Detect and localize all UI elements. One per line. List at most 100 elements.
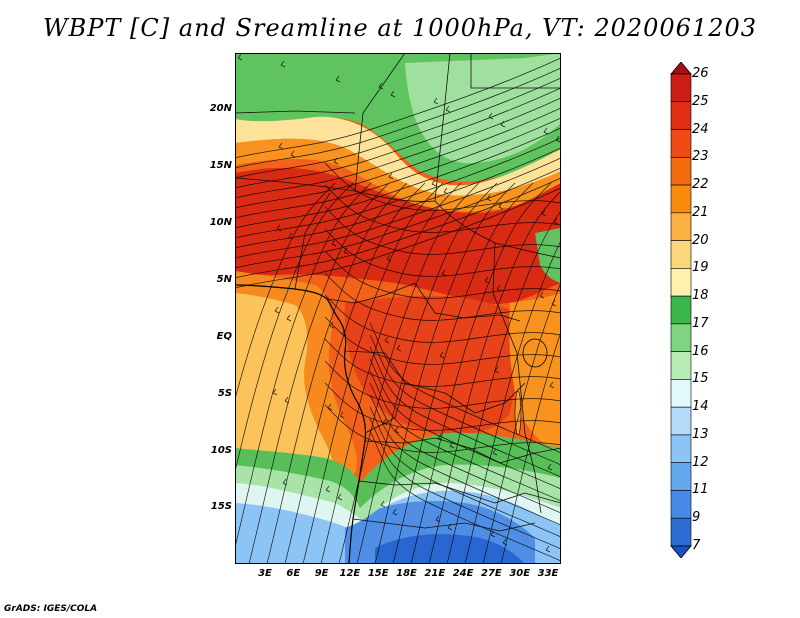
streamline: [369, 406, 561, 538]
streamline-arrow: [502, 538, 508, 546]
colorbar-label: 12: [692, 454, 709, 470]
streamline-arrow: [341, 329, 347, 337]
streamline-arrow: [382, 418, 388, 426]
lat-label: EQ: [216, 331, 232, 342]
lake-tanganyika: [514, 390, 522, 436]
colorbar-label: 18: [692, 288, 709, 304]
streamline-arrow: [274, 306, 280, 314]
streamline-arrow: [394, 426, 400, 434]
streamline-arrow: [386, 254, 392, 262]
streamline: [235, 67, 561, 169]
streamline-arrow: [490, 530, 496, 538]
streamline: [324, 228, 561, 277]
lat-label: 5N: [216, 274, 232, 285]
map-panel: [235, 53, 561, 564]
lon-label: 3E: [258, 568, 272, 579]
streamline: [324, 272, 561, 321]
colorbar-swatch: [670, 434, 692, 464]
streamline: [266, 182, 408, 564]
streamline: [369, 358, 561, 490]
streamline-arrow: [390, 90, 396, 98]
streamline: [235, 187, 561, 289]
streamline-arrow: [329, 321, 335, 329]
streamline-arrow: [435, 515, 441, 523]
colorbar-label: 26: [692, 66, 709, 81]
streamlines: [235, 53, 561, 564]
streamline: [428, 190, 561, 564]
streamline: [235, 177, 561, 279]
field-north-pale: [235, 116, 561, 196]
lat-label: 15N: [209, 160, 232, 171]
streamline: [235, 127, 561, 229]
streamline-arrow: [449, 441, 455, 449]
streamline-arrow: [437, 433, 443, 441]
streamline-arrow: [280, 60, 286, 68]
streamline-arrow: [549, 381, 555, 389]
streamline-arrow: [441, 269, 447, 277]
streamline-arrow: [543, 127, 549, 135]
streamline: [369, 430, 561, 562]
lon-label: 21E: [424, 568, 446, 579]
lon-label: 24E: [452, 568, 474, 579]
colorbar-swatch: [670, 379, 692, 408]
lon-label: 33E: [537, 568, 559, 579]
lat-label: 5S: [217, 388, 232, 399]
streamline: [284, 182, 426, 564]
field-congo-hot: [344, 295, 535, 435]
streamline: [374, 182, 516, 564]
colorbar-swatch: [670, 156, 692, 186]
colorbar-label: 22: [692, 177, 709, 193]
streamline-arrow: [288, 232, 294, 240]
streamline-arrow: [433, 97, 439, 105]
streamline-arrow: [553, 217, 559, 225]
streamline: [392, 182, 534, 564]
streamline: [324, 404, 561, 453]
streamline: [235, 157, 561, 259]
lat-label: 10S: [210, 445, 232, 456]
lon-label: 6E: [286, 568, 301, 579]
colorbar-label: 17: [692, 315, 709, 331]
streamline: [446, 210, 561, 564]
colorbar-label: 11: [692, 482, 709, 498]
colorbar-swatch: [670, 268, 692, 297]
streamline-arrow: [272, 388, 278, 396]
streamline: [482, 281, 561, 564]
streamline-arrow: [439, 351, 445, 359]
streamline: [324, 184, 561, 233]
streamline: [356, 182, 498, 564]
colorbar-label: 24: [692, 121, 709, 137]
colorbar-swatch: [670, 517, 692, 547]
streamline-arrow: [337, 493, 343, 501]
streamline-arrow: [333, 157, 339, 165]
streamline-arrow: [494, 366, 500, 374]
streamline: [248, 182, 390, 564]
streamline: [235, 182, 336, 401]
streamline: [369, 382, 561, 514]
colorbar-label: 16: [692, 343, 709, 359]
streamline: [500, 330, 561, 564]
streamline-arrow: [431, 179, 437, 187]
colorbar-label: 21: [692, 204, 709, 220]
colorbar-swatch: [670, 406, 692, 436]
streamline-arrow: [278, 142, 284, 150]
streamline: [302, 182, 444, 564]
colorbar-label: 15: [692, 371, 709, 387]
streamline-arrow: [445, 105, 451, 113]
streamline-arrow: [539, 291, 545, 299]
grads-credit: GrADS: IGES/COLA: [4, 604, 98, 614]
colorbar-top-arrow: [670, 62, 692, 75]
streamline-arrow: [500, 120, 506, 128]
streamline: [369, 418, 561, 550]
streamline: [369, 394, 561, 526]
streamline: [464, 239, 561, 564]
streamline-arrow: [551, 299, 557, 307]
streamline-arrow: [276, 224, 282, 232]
streamline: [324, 206, 561, 255]
lon-label: 15E: [367, 568, 389, 579]
streamline: [369, 334, 561, 466]
coastline: [235, 284, 367, 564]
streamline-arrow: [282, 478, 288, 486]
colorbar-swatch: [670, 240, 692, 269]
streamline: [235, 147, 561, 249]
map-title: WBPT [C] and Sreamline at 1000hPa, VT: 2…: [42, 14, 758, 42]
